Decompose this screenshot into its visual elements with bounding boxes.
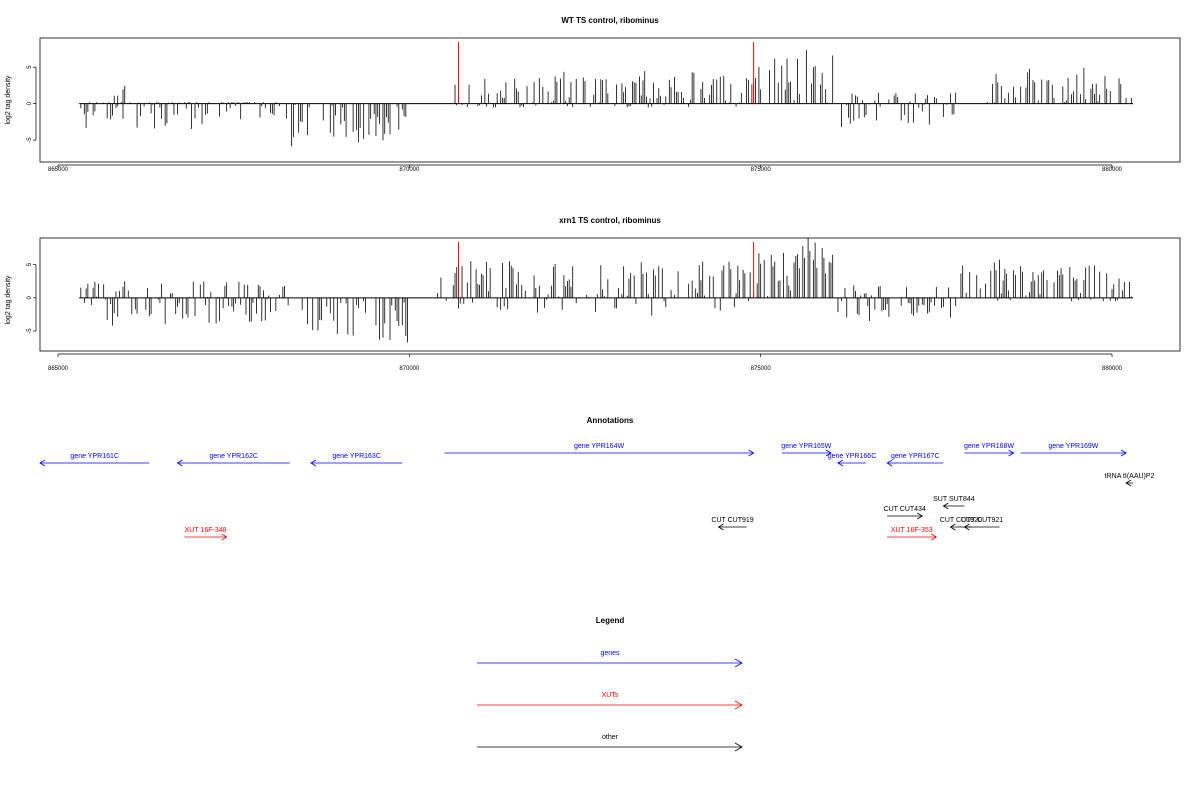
feature-label: gene YPR165W: [781, 443, 831, 450]
data-bars: [79, 49, 1134, 147]
x-axis: 865000 870000 875000 880000: [48, 164, 1123, 173]
x-tick-label: 875000: [751, 366, 772, 372]
panel-xrn1-ts-control: xrn1 TS control, ribominus log2 tag dens…: [5, 216, 1181, 372]
arrowhead: [942, 502, 949, 510]
x-tick-label: 870000: [399, 167, 420, 173]
legend-items: genes XUTs other: [477, 650, 743, 752]
panel-title: WT TS control, ribominus: [561, 16, 659, 25]
y-axis-label: log2 tag density: [5, 75, 12, 125]
annotation-feature: gene YPR165W: [781, 443, 832, 457]
plot-frame: [39, 237, 1181, 352]
x-tick-label: 880000: [1102, 167, 1123, 173]
legend-title: Legend: [596, 616, 625, 625]
feature-label: gene YPR164W: [574, 443, 624, 450]
annotation-feature: CUT CUT921: [961, 517, 1003, 531]
feature-label: CUT CUT434: [884, 506, 926, 513]
arrowhead: [837, 459, 844, 467]
legend-label: genes: [600, 650, 620, 657]
annotation-feature: CUT CUT919: [711, 517, 754, 531]
legend-item: genes: [477, 650, 743, 668]
feature-label: CUT CUT920: [940, 517, 982, 524]
y-tick-label: 5: [27, 65, 33, 69]
x-axis: 865000 870000 875000 880000: [48, 353, 1123, 372]
legend-arrowhead: [734, 658, 743, 668]
arrowhead: [886, 459, 893, 467]
annotation-feature: gene YPR162C: [176, 453, 290, 467]
annotation-feature: tRNA tI(AAU)P2: [1105, 473, 1155, 487]
x-tick-label: 865000: [48, 366, 69, 372]
x-tick-label: 880000: [1102, 366, 1123, 372]
data-bars: [79, 238, 1134, 343]
feature-label: tRNA tI(AAU)P2: [1105, 473, 1155, 480]
arrowhead: [963, 523, 970, 531]
x-tick-label: 870000: [399, 366, 420, 372]
feature-label: CUT CUT921: [961, 517, 1003, 524]
annotation-feature: XUT 16F-348: [184, 527, 228, 541]
arrowhead: [917, 512, 924, 520]
annotation-feature: gene YPR164W: [444, 443, 755, 457]
arrowhead: [825, 449, 832, 457]
annotation-feature: SUT SUT844: [933, 496, 975, 510]
arrowhead: [39, 459, 46, 467]
y-tick-label: 5: [27, 262, 33, 266]
feature-label: CUT CUT919: [711, 517, 753, 524]
panel-wt-ts-control: WT TS control, ribominus log2 tag densit…: [5, 16, 1181, 173]
y-tick-label: -5: [27, 328, 33, 334]
panel-title: xrn1 TS control, ribominus: [559, 216, 661, 225]
feature-label: SUT SUT844: [933, 496, 975, 503]
legend-arrowhead: [734, 742, 743, 752]
legend-item: XUTs: [477, 692, 743, 710]
feature-label: XUT 16F-353: [891, 527, 933, 534]
y-axis-label: log2 tag density: [5, 275, 12, 325]
annotation-feature: CUT CUT434: [884, 506, 926, 520]
feature-label: gene YPR168W: [964, 443, 1014, 450]
y-tick-label: -5: [27, 137, 33, 143]
legend-item: other: [477, 734, 743, 752]
feature-label: gene YPR162C: [209, 453, 258, 460]
annotation-features: gene YPR161C gene YPR162C gene YPR163C gene…: [39, 443, 1155, 541]
arrowhead: [176, 459, 183, 467]
y-axis: -5 0 5: [27, 262, 37, 334]
arrowhead: [949, 523, 956, 531]
y-tick-label: 0: [27, 295, 33, 299]
annotation-feature: gene YPR168W: [964, 443, 1015, 457]
annotations-title: Annotations: [587, 416, 634, 425]
feature-label: gene YPR169W: [1048, 443, 1098, 450]
annotation-feature: XUT 16F-353: [887, 527, 938, 541]
x-tick-label: 865000: [48, 167, 69, 173]
feature-label: gene YPR161C: [70, 453, 119, 460]
plot-frame: [39, 37, 1181, 163]
annotation-feature: gene YPR167C: [886, 453, 944, 467]
highlight-markers: [458, 42, 755, 104]
y-tick-label: 0: [27, 101, 33, 105]
y-axis: -5 0 5: [27, 65, 37, 143]
annotations-track: Annotations gene YPR161C gene YPR162C gene…: [39, 416, 1155, 541]
arrowhead: [221, 533, 228, 541]
arrowhead: [931, 533, 938, 541]
arrowhead: [717, 523, 724, 531]
legend-label: XUTs: [602, 692, 619, 699]
annotation-feature: gene YPR169W: [1020, 443, 1127, 457]
feature-label: XUT 16F-348: [185, 527, 227, 534]
annotation-feature: gene YPR161C: [39, 453, 150, 467]
legend-label: other: [602, 734, 619, 741]
legend-arrowhead: [734, 700, 743, 710]
x-tick-label: 875000: [751, 167, 772, 173]
feature-label: gene YPR163C: [332, 453, 381, 460]
arrowhead: [1125, 479, 1132, 487]
arrowhead: [748, 449, 755, 457]
arrowhead: [1120, 449, 1127, 457]
arrowhead: [1008, 449, 1015, 457]
highlight-markers: [458, 242, 755, 298]
feature-label: gene YPR166C: [828, 453, 877, 460]
feature-label: gene YPR167C: [891, 453, 940, 460]
annotation-feature: gene YPR163C: [310, 453, 403, 467]
legend: Legend genes XUTs other: [477, 616, 743, 752]
annotation-feature: gene YPR166C: [828, 453, 877, 467]
arrowhead: [310, 459, 317, 467]
